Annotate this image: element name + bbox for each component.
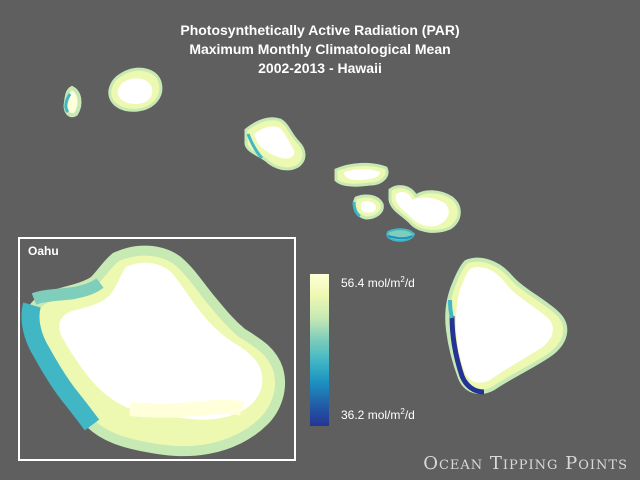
island-niihau (63, 85, 82, 118)
colorbar-max-label: 56.4 mol/m2/d (341, 275, 415, 290)
inset-label: Oahu (28, 244, 59, 258)
colorbar (310, 274, 329, 426)
colorbar-min-label: 36.2 mol/m2/d (341, 407, 415, 422)
title-line-3: 2002-2013 - Hawaii (258, 60, 382, 76)
island-kauai (108, 67, 163, 112)
island-oahu (244, 117, 306, 171)
island-lanai (352, 194, 384, 220)
title-line-1: Photosynthetically Active Radiation (PAR… (180, 22, 460, 38)
title-line-2: Maximum Monthly Climatological Mean (189, 41, 451, 57)
island-maui (388, 185, 461, 233)
oahu-inset: Oahu (18, 237, 296, 461)
island-molokai (334, 162, 389, 187)
island-hawaii (445, 257, 568, 395)
brand-logo-text: Ocean Tipping Points (423, 453, 628, 474)
island-kahoolawe (386, 228, 416, 242)
oahu-inset-map (21, 245, 286, 457)
